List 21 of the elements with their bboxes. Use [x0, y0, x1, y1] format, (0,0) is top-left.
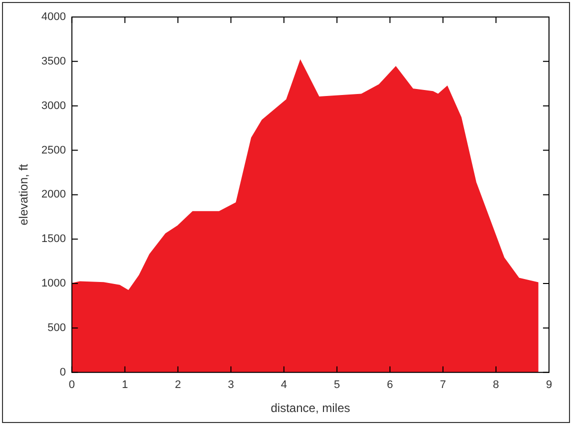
x-tick-label: 0: [68, 379, 75, 392]
x-tick-label: 3: [228, 379, 234, 392]
x-tick-label: 9: [546, 379, 552, 392]
y-tick-label: 2000: [41, 188, 66, 201]
x-tick-label: 7: [440, 379, 446, 392]
x-tick-label: 2: [174, 379, 181, 392]
x-tick-label: 1: [122, 379, 128, 392]
y-tick-label: 1500: [41, 233, 66, 246]
x-tick-label: 4: [280, 379, 287, 392]
x-axis-title: distance, miles: [270, 401, 350, 416]
x-tick-label: 8: [492, 379, 500, 392]
y-tick-label: 3000: [41, 100, 66, 112]
y-tick-label: 3500: [41, 55, 66, 68]
y-axis-title: elevation, ft: [16, 163, 31, 226]
y-tick-label: 500: [48, 322, 66, 334]
y-tick-label: 1000: [41, 278, 66, 290]
x-tick-label: 5: [334, 379, 340, 392]
y-tick-label: 4000: [41, 11, 66, 24]
y-tick-label: 0: [60, 366, 66, 378]
x-tick-label: 6: [386, 379, 394, 392]
y-tick-label: 2500: [41, 144, 66, 156]
